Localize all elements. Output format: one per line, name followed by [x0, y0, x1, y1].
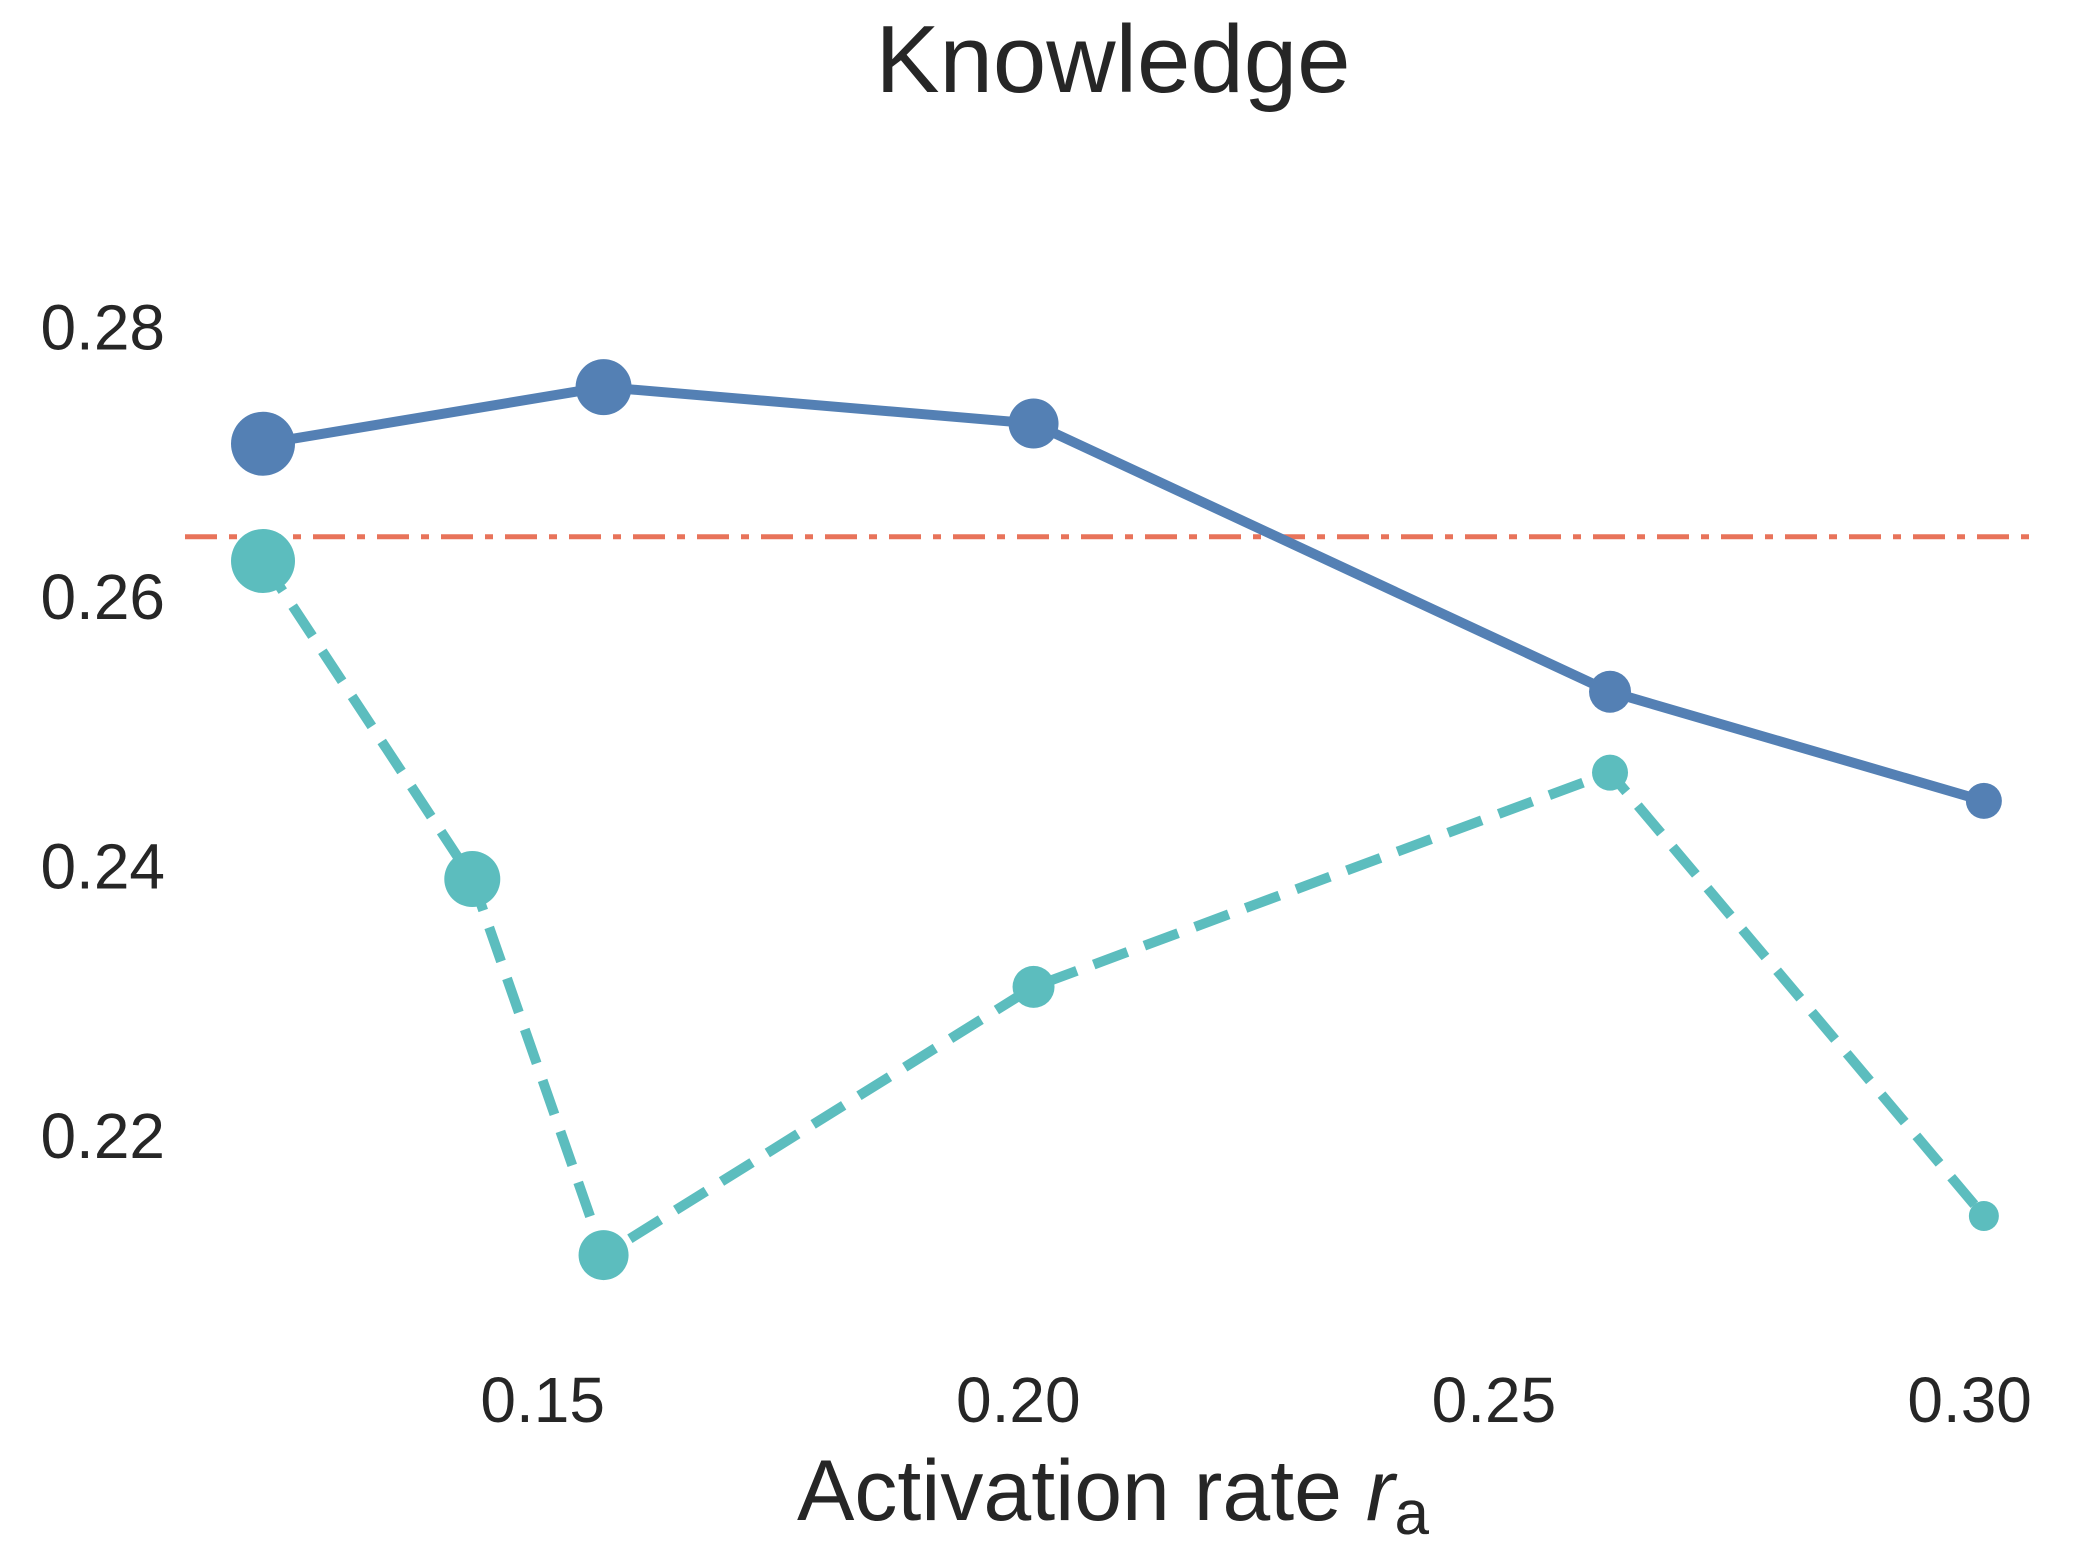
series-1-point: [1008, 398, 1059, 449]
series-1-point: [575, 359, 632, 416]
x-tick-label: 0.15: [480, 1364, 605, 1436]
series-2-point: [231, 528, 296, 593]
series-1-point: [1589, 670, 1632, 713]
x-tick-label: 0.30: [1907, 1364, 2032, 1436]
series-2-point: [444, 851, 501, 908]
series-2-point: [1592, 754, 1629, 791]
x-axis-label-text: Activation rate: [797, 1443, 1342, 1539]
x-axis-label: Activation rate ra: [797, 1443, 1429, 1544]
x-axis-label-symbol: r: [1366, 1443, 1398, 1539]
y-tick-label: 0.28: [40, 291, 165, 363]
series-lines: [258, 382, 1988, 1261]
chart-title: Knowledge: [875, 6, 1350, 113]
series-2-line: [258, 558, 1988, 1261]
series-markers: [231, 359, 2002, 1281]
y-tick-label: 0.26: [40, 561, 165, 633]
x-tick-label: 0.20: [956, 1364, 1081, 1436]
series-1-line: [262, 382, 1986, 806]
x-axis-label-subscript: a: [1395, 1479, 1430, 1544]
y-axis-ticks: 0.22 0.24 0.26 0.28: [40, 291, 165, 1172]
x-tick-label: 0.25: [1432, 1364, 1557, 1436]
series-2-point: [1012, 965, 1055, 1008]
y-tick-label: 0.22: [40, 1100, 165, 1172]
series-2-point: [1968, 1201, 1999, 1232]
x-axis-ticks: 0.15 0.20 0.25 0.30: [480, 1364, 2031, 1436]
series-1-point: [1965, 782, 2002, 819]
series-1-point: [231, 411, 296, 476]
series-2-point: [578, 1230, 629, 1281]
y-tick-label: 0.24: [40, 831, 165, 903]
